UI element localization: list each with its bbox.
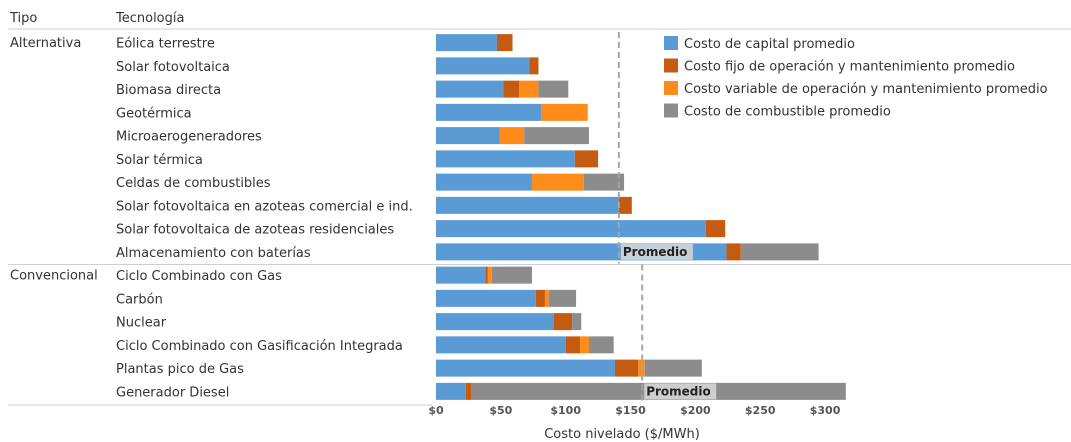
bar-segment: [618, 196, 632, 214]
category-label: Carbón: [116, 292, 163, 307]
legend: Costo de capital promedio Costo fijo de o…: [664, 36, 1048, 120]
x-tick-label: $200: [680, 404, 711, 417]
x-tick-label: $250: [745, 404, 776, 417]
bar-segment: [529, 57, 539, 75]
bar-segment: [614, 359, 639, 377]
legend-swatch: [664, 36, 678, 50]
bar-segment: [572, 313, 582, 331]
bar-segment: [531, 173, 584, 191]
category-label: Nuclear: [116, 316, 167, 331]
bar-segment: [436, 313, 555, 331]
x-tick-label: $0: [428, 404, 444, 417]
x-axis-title: Costo nivelado ($/MWh): [544, 427, 700, 442]
group-label: Convencional: [10, 269, 98, 284]
bar-segment: [524, 127, 590, 145]
bar-segment: [436, 336, 566, 354]
bar-segment: [436, 34, 497, 52]
bar-segment: [548, 289, 577, 307]
bar-segment: [465, 382, 472, 400]
bar-segment: [487, 266, 492, 284]
legend-swatch: [664, 58, 678, 73]
legend-label: Costo variable de operación y mantenimie…: [684, 82, 1048, 97]
category-label: Eólica terrestre: [116, 37, 215, 52]
bar-segment: [644, 359, 702, 377]
category-label: Generador Diesel: [116, 385, 229, 400]
category-label: Plantas pico de Gas: [116, 362, 244, 377]
bar-segment: [565, 336, 580, 354]
bar-segment: [499, 127, 525, 145]
bar-segment: [503, 80, 519, 98]
bar-segment: [436, 220, 706, 238]
bar-segment: [589, 336, 614, 354]
plot-area: Alternativa Eólica terrestre Solar fotovol…: [8, 32, 1071, 417]
x-tick-label: $100: [550, 404, 581, 417]
category-label: Almacenamiento con baterías: [116, 246, 311, 261]
bar-segment: [535, 289, 545, 307]
header-tecnologia: Tecnología: [115, 11, 184, 26]
bar-segment: [705, 220, 726, 238]
average-label: Promedio: [623, 245, 688, 259]
bar-segment: [436, 266, 486, 284]
bar-segment: [519, 80, 539, 98]
bar-segment: [538, 80, 569, 98]
bar-segment: [554, 313, 573, 331]
bar-segment: [436, 127, 500, 145]
category-label: Solar fotovoltaica en azoteas comercial …: [116, 199, 413, 214]
category-label: Microaerogeneradores: [116, 130, 262, 145]
category-label: Celdas de combustibles: [116, 176, 271, 191]
category-label: Ciclo Combinado con Gas: [116, 269, 282, 284]
bar-segment: [496, 34, 513, 52]
x-tick-label: $300: [810, 404, 841, 417]
group-label: Alternativa: [10, 36, 81, 51]
x-tick-label: $50: [489, 404, 512, 417]
bar-segment: [436, 80, 504, 98]
legend-label: Costo fijo de operación y mantenimiento …: [684, 60, 1015, 75]
bar-segment: [436, 103, 542, 121]
category-label: Solar fotovoltaica: [116, 60, 230, 75]
header-tipo: Tipo: [9, 11, 37, 26]
bar-segment: [491, 266, 532, 284]
category-label: Solar térmica: [116, 153, 203, 168]
bar-segment: [541, 103, 588, 121]
bar-segment: [436, 150, 575, 168]
bar-segment: [485, 266, 488, 284]
bar-segment: [436, 289, 536, 307]
bar-segment: [436, 196, 619, 214]
legend-label: Costo de combustible promedio: [684, 105, 891, 120]
category-label: Solar fotovoltaica de azoteas residencia…: [116, 223, 394, 238]
category-label: Biomasa directa: [116, 83, 221, 98]
category-label: Geotérmica: [116, 106, 192, 121]
bar-segment: [544, 289, 549, 307]
legend-swatch: [664, 103, 678, 118]
average-label-box: [620, 243, 693, 260]
x-tick-label: $150: [615, 404, 646, 417]
average-label-box: [644, 383, 717, 400]
legend-swatch: [664, 81, 678, 95]
bar-segment: [436, 382, 466, 400]
category-label: Ciclo Combinado con Gasificación Integra…: [116, 339, 403, 354]
bar-segment: [574, 150, 599, 168]
legend-label: Costo de capital promedio: [684, 37, 855, 52]
bar-segment: [436, 359, 615, 377]
bar-segment: [436, 173, 532, 191]
bar-segment: [579, 336, 590, 354]
bar-segment: [436, 57, 530, 75]
average-label: Promedio: [646, 384, 711, 398]
bar-segment: [726, 243, 741, 261]
bar-segment: [583, 173, 625, 191]
bar-segment: [740, 243, 819, 261]
